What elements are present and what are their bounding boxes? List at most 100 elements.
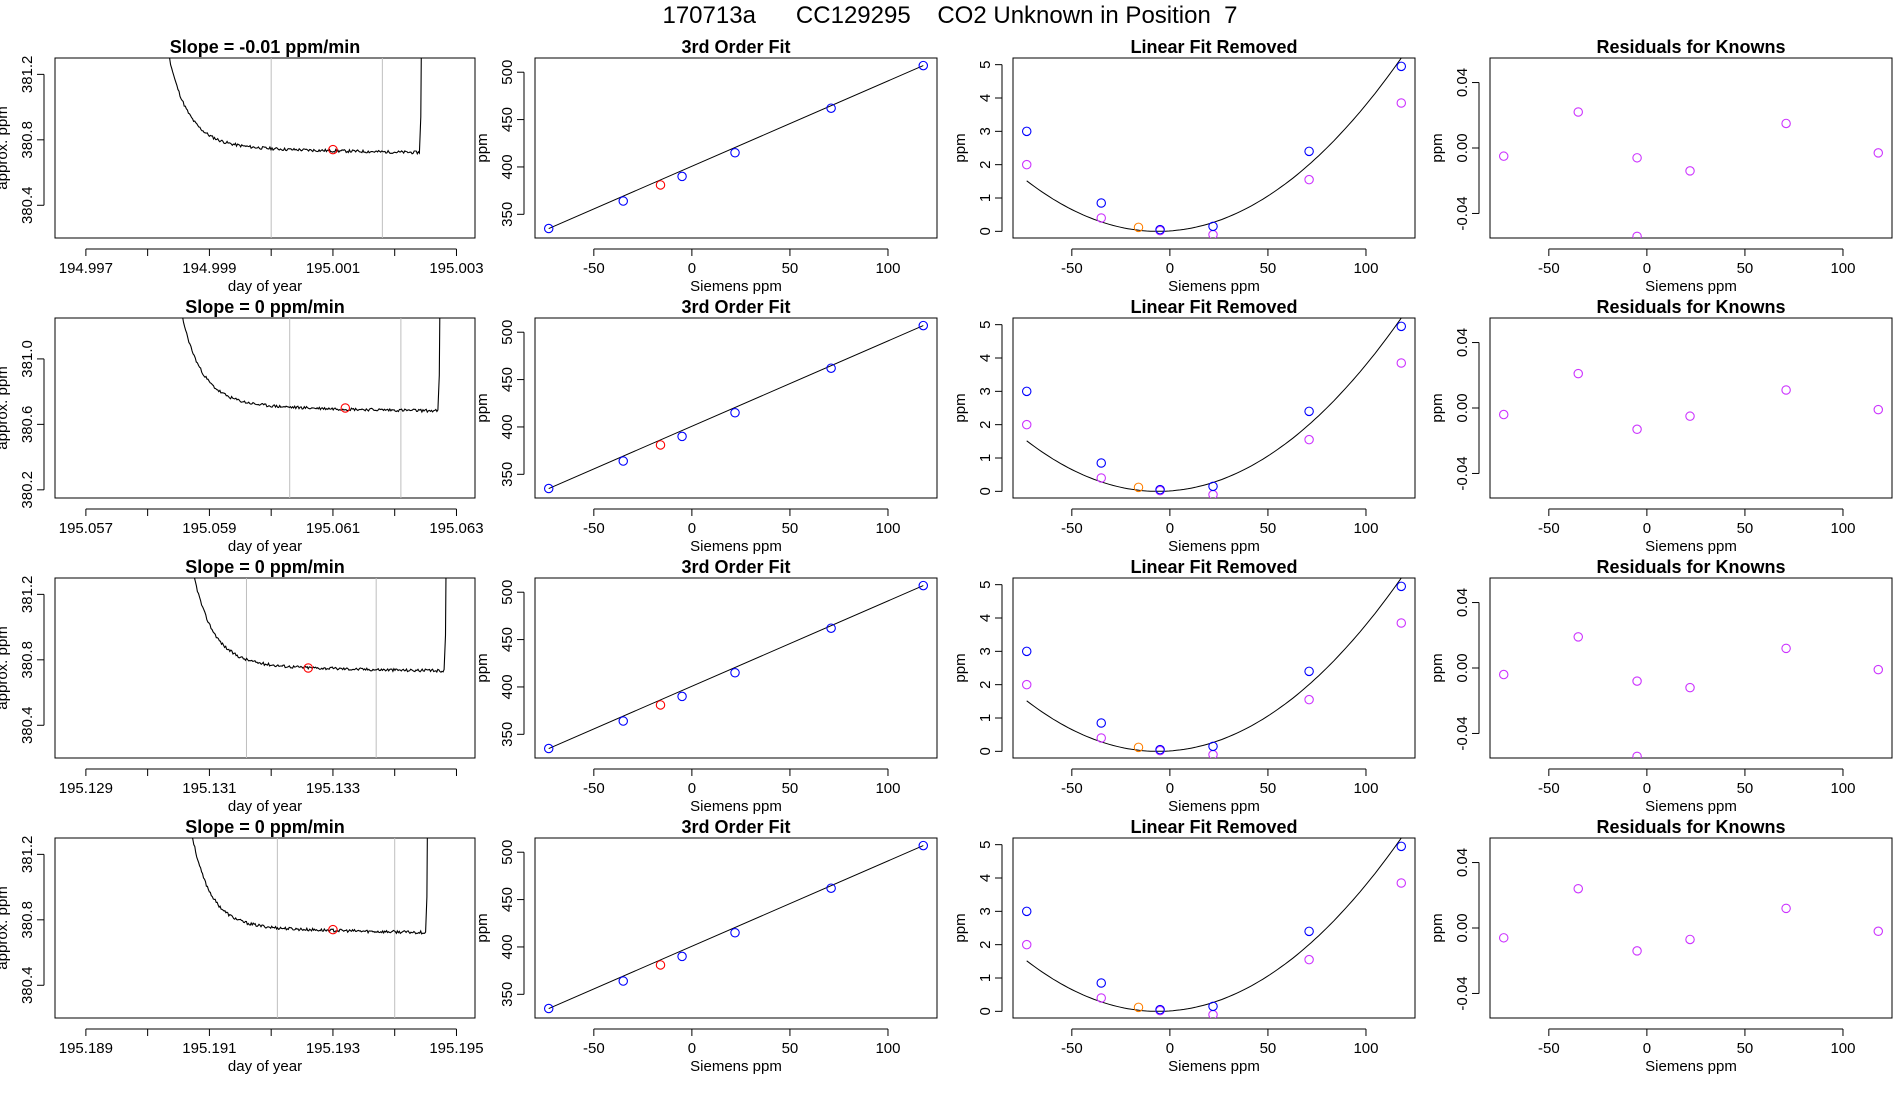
y-tick-label: -0.04: [1454, 456, 1471, 490]
y-axis-label: ppm: [952, 133, 969, 162]
x-tick-label: -50: [583, 1040, 605, 1057]
residual-point: [1781, 903, 1791, 914]
known-standard-point: [918, 580, 929, 591]
unknown-sample-point: [1133, 1002, 1144, 1013]
panel-4-2: 3rd Order Fit -50 0 50 100 Siemens ppm 350 400 4…: [474, 817, 938, 1075]
fit-line: [548, 325, 924, 489]
y-tick-label: 2: [977, 420, 994, 428]
concentration-trace: [182, 318, 441, 414]
x-tick-label: 195.003: [429, 260, 483, 277]
x-tick-label: 50: [1737, 780, 1754, 797]
residual-point: [1632, 231, 1642, 238]
x-tick-label: -50: [583, 520, 605, 537]
concentration-trace: [168, 58, 422, 156]
x-axis-label: Siemens ppm: [1645, 538, 1737, 555]
unknown-sample-point: [328, 924, 338, 935]
y-tick-label: 350: [499, 202, 516, 227]
fit-residual-point: [1396, 98, 1407, 108]
panel-title: Slope = 0 ppm/min: [185, 297, 345, 317]
x-tick-label: 100: [1353, 520, 1378, 537]
x-tick-label: -50: [1061, 520, 1083, 537]
plot-frame: [54, 57, 476, 239]
x-tick-label: -50: [1061, 1040, 1083, 1057]
y-tick-label: 3: [977, 647, 994, 655]
known-standard-point: [1396, 321, 1407, 332]
known-standard-point: [677, 431, 687, 442]
residual-point: [1573, 368, 1583, 379]
concentration-trace: [192, 838, 428, 935]
plot-frame: [54, 317, 476, 499]
known-standard-point: [1396, 581, 1407, 592]
plot-frame: [54, 837, 476, 1019]
x-axis-label: Siemens ppm: [1645, 278, 1737, 295]
known-standard-point: [1208, 1001, 1218, 1012]
y-tick-label: 400: [499, 414, 516, 439]
x-tick-label: -50: [1538, 520, 1560, 537]
fit-residual-point: [1396, 358, 1407, 368]
residual-point: [1781, 385, 1791, 395]
known-standard-point: [1096, 978, 1106, 988]
y-tick-label: 5: [977, 60, 994, 68]
y-tick-label: 0.00: [1454, 133, 1471, 162]
x-tick-label: 195.061: [306, 520, 360, 537]
panel-title: 3rd Order Fit: [681, 557, 790, 577]
x-tick-label: 50: [1737, 1040, 1754, 1057]
residual-point: [1632, 676, 1642, 686]
y-tick-label: 500: [499, 60, 516, 85]
y-axis-label: ppm: [952, 393, 969, 422]
y-axis-label: ppm: [1429, 653, 1446, 682]
panel-title: Residuals for Knowns: [1596, 297, 1785, 317]
panel-title: 3rd Order Fit: [681, 297, 790, 317]
plot-area: [168, 58, 422, 238]
y-axis-label: ppm: [1429, 133, 1446, 162]
plot-area: [1021, 58, 1407, 238]
known-standard-point: [1396, 841, 1407, 852]
x-axis-label: day of year: [228, 1058, 302, 1075]
x-tick-label: 195.193: [306, 1040, 360, 1057]
x-tick-label: 100: [875, 520, 900, 537]
known-standard-point: [677, 171, 687, 182]
unknown-sample-point: [328, 144, 338, 155]
plot-frame: [534, 57, 938, 239]
residual-point: [1498, 669, 1509, 680]
plot-frame: [1489, 837, 1893, 1019]
x-axis-label: Siemens ppm: [1645, 798, 1737, 815]
panel-4-4: Residuals for Knowns -50 0 50 100 Siemens ppm…: [1429, 817, 1893, 1075]
concentration-trace: [193, 578, 447, 674]
y-tick-label: 380.4: [19, 706, 36, 744]
known-standard-point: [826, 103, 836, 113]
panel-1-2: 3rd Order Fit -50 0 50 100 Siemens ppm 350 400 4…: [474, 37, 938, 295]
y-tick-label: 4: [977, 94, 994, 102]
known-standard-point: [618, 196, 628, 206]
y-tick-label: 380.4: [19, 186, 36, 224]
unknown-sample-point: [303, 663, 313, 673]
y-tick-label: 381.0: [19, 340, 36, 378]
y-tick-label: 3: [977, 907, 994, 915]
x-tick-label: 194.997: [59, 260, 113, 277]
y-axis-label: ppm: [474, 913, 491, 942]
residual-point: [1498, 151, 1509, 161]
panel-1-4: Residuals for Knowns -50 0 50 100 Siemens ppm…: [1429, 37, 1893, 295]
y-tick-label: 4: [977, 874, 994, 882]
y-axis-label: ppm: [1429, 913, 1446, 942]
x-tick-label: 195.133: [306, 780, 360, 797]
y-tick-label: 0: [977, 1007, 994, 1015]
y-tick-label: 400: [499, 154, 516, 179]
residual-point: [1873, 404, 1884, 415]
x-axis-label: day of year: [228, 538, 302, 555]
x-tick-label: 0: [1166, 780, 1174, 797]
page-title: 170713a CC129295 CO2 Unknown in Position…: [662, 2, 1238, 29]
y-tick-label: 450: [499, 107, 516, 132]
x-axis-label: Siemens ppm: [690, 798, 782, 815]
known-standard-point: [543, 1003, 554, 1014]
panel-title: Slope = 0 ppm/min: [185, 817, 345, 837]
unknown-sample-point: [655, 440, 666, 450]
y-tick-label: 500: [499, 580, 516, 605]
panel-title: 3rd Order Fit: [681, 37, 790, 57]
residual-point: [1632, 946, 1642, 956]
fit-residual-point: [1021, 939, 1032, 950]
y-tick-label: 350: [499, 462, 516, 487]
known-standard-point: [918, 840, 929, 851]
y-tick-label: 0.04: [1454, 588, 1471, 617]
